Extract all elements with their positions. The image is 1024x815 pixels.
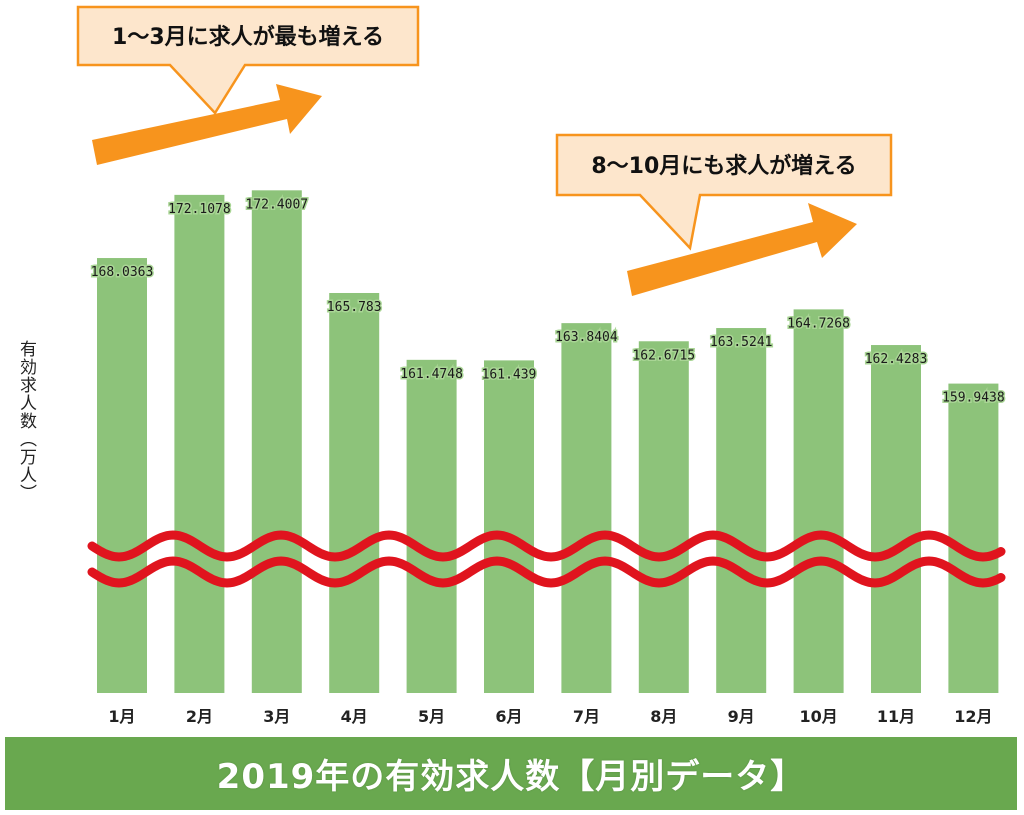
value-label-10月: 164.7268 [787, 316, 850, 331]
x-tick-12月: 12月 [954, 707, 992, 726]
callout-text-2: 8〜10月にも求人が増える [591, 153, 856, 179]
x-tick-5月: 5月 [418, 707, 445, 726]
value-label-2月: 172.1078 [168, 202, 231, 217]
value-label-6月: 161.439 [482, 367, 537, 382]
x-tick-10月: 10月 [799, 707, 837, 726]
bar-5月 [406, 359, 457, 693]
x-tick-labels: 1月 2月 3月 4月 5月 6月 7月 8月 9月 10月 11月 12月 [108, 707, 992, 726]
annotation-2: 8〜10月にも求人が増える [555, 133, 893, 296]
callout-box-1 [76, 5, 420, 116]
x-tick-2月: 2月 [186, 707, 213, 726]
value-label-9月: 163.5241 [710, 335, 773, 350]
value-label-3月: 172.4007 [245, 197, 308, 212]
value-labels: 168.0363 172.1078 172.4007 165.783 161.4748 1… [89, 196, 1006, 407]
callout-box-2 [555, 133, 893, 251]
x-tick-8月: 8月 [650, 707, 677, 726]
callout-text-1: 1〜3月に求人が最も増える [112, 24, 384, 50]
trend-arrow-2 [627, 203, 857, 296]
bar-8月 [638, 341, 689, 693]
value-label-1月: 168.0363 [91, 265, 154, 280]
chart-title: 2019年の有効求人数【月別データ】 [216, 757, 806, 797]
value-label-8月: 162.6715 [632, 348, 695, 363]
bar-3月 [251, 190, 302, 693]
x-tick-9月: 9月 [728, 707, 755, 726]
value-label-11月: 162.4283 [865, 352, 928, 367]
bar-7月 [561, 323, 612, 693]
bar-12月 [948, 383, 999, 693]
y-axis-label: 有効求人数（万人） [16, 340, 36, 502]
bar-10月 [793, 309, 844, 693]
bars [97, 190, 999, 693]
x-tick-11月: 11月 [877, 707, 915, 726]
axis-break-marks [87, 530, 1006, 588]
value-label-5月: 161.4748 [400, 367, 463, 382]
value-label-12月: 159.9438 [942, 391, 1005, 406]
x-tick-3月: 3月 [263, 707, 290, 726]
axis-break-line [87, 530, 1006, 562]
x-tick-4月: 4月 [341, 707, 368, 726]
x-tick-1月: 1月 [108, 707, 135, 726]
value-label-7月: 163.8404 [555, 330, 618, 345]
bar-6月 [484, 360, 534, 693]
trend-arrow-1 [92, 84, 322, 165]
axis-break-line [87, 556, 1006, 588]
annotation-1: 1〜3月に求人が最も増える [76, 5, 420, 165]
bar-2月 [174, 194, 225, 693]
bar-1月 [97, 258, 147, 693]
bar-11月 [871, 345, 921, 693]
x-tick-7月: 7月 [573, 707, 600, 726]
value-label-4月: 165.783 [327, 300, 382, 315]
x-tick-6月: 6月 [495, 707, 522, 726]
bar-9月 [716, 328, 767, 693]
chart-title-banner: 2019年の有効求人数【月別データ】 [5, 737, 1017, 810]
bar-4月 [329, 292, 380, 693]
